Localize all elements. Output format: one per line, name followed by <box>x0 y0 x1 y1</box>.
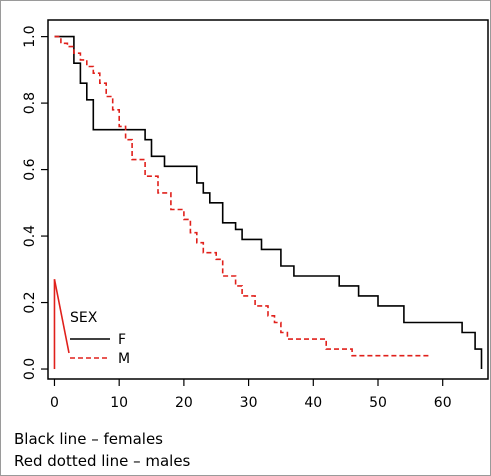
x-tick-label: 30 <box>240 395 258 411</box>
x-tick-label: 20 <box>175 395 193 411</box>
y-tick-label: 0.2 <box>22 291 38 313</box>
series-line-m <box>54 35 430 357</box>
x-tick-label: 10 <box>110 395 128 411</box>
caption-males: Red dotted line – males <box>14 452 191 470</box>
x-tick-label: 60 <box>434 395 452 411</box>
plot-frame <box>47 19 489 380</box>
y-tick-label: 0.8 <box>22 92 38 114</box>
x-tick-label: 0 <box>50 395 59 411</box>
legend-connector-line <box>53 279 70 354</box>
legend-label-f: F <box>118 332 126 348</box>
series-line-f <box>54 35 483 369</box>
y-tick-label: 0.6 <box>22 158 38 180</box>
legend-title: SEX <box>70 310 98 326</box>
x-tick-label: 40 <box>304 395 322 411</box>
y-tick-label: 1.0 <box>22 25 38 47</box>
x-tick-label: 50 <box>369 395 387 411</box>
legend-label-m: M <box>118 351 130 367</box>
caption-females: Black line – females <box>14 430 163 448</box>
y-tick-label: 0.4 <box>22 225 38 247</box>
y-tick-label: 0.0 <box>22 358 38 380</box>
